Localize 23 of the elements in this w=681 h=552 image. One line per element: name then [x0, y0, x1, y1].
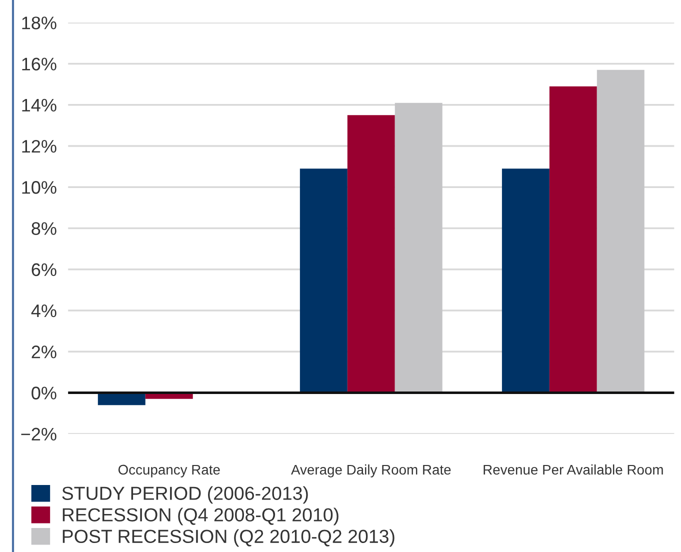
x-tick-label: Revenue Per Available Room: [484, 464, 663, 475]
legend-label: RECESSION (Q4 2008-Q1 2010): [62, 508, 338, 526]
y-tick-label: 12%: [22, 140, 56, 153]
bar: [502, 168, 550, 393]
x-tick-label: Average Daily Room Rate: [291, 464, 451, 478]
y-tick-label: 0%: [32, 386, 56, 400]
y-tick-label: 8%: [32, 222, 56, 235]
bar: [596, 70, 644, 393]
y-tick-label: 16%: [22, 58, 56, 70]
y-tick-label: 18%: [22, 16, 56, 30]
y-tick-label: 4%: [31, 304, 56, 318]
legend-label: STUDY PERIOD (2006-2013): [62, 486, 308, 504]
bar: [347, 115, 395, 393]
y-tick-label: 14%: [22, 98, 56, 112]
x-tick-label: Occupancy Rate: [118, 464, 220, 478]
bar: [394, 102, 442, 393]
bar: [300, 168, 348, 393]
y-tick-label: −2%: [21, 428, 56, 441]
y-tick-label: 10%: [22, 181, 56, 194]
bar: [549, 86, 597, 393]
y-tick-label: 6%: [32, 263, 56, 276]
legend-label: POST RECESSION (Q2 2010-Q2 2013): [62, 529, 394, 547]
y-tick-label: 2%: [32, 346, 56, 358]
